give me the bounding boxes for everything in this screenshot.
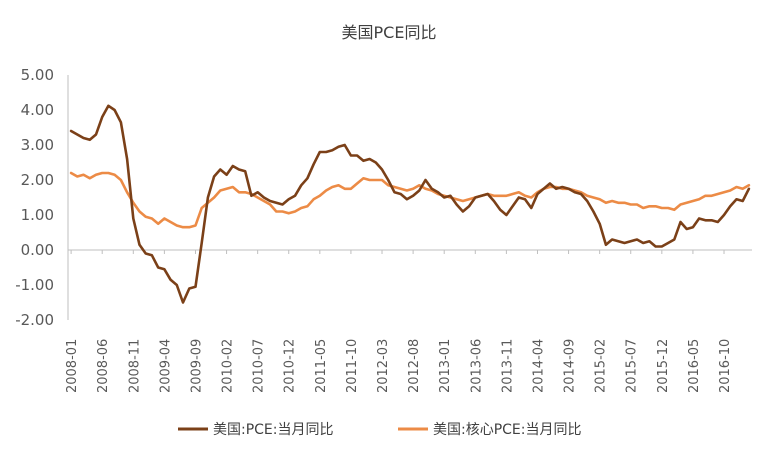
y-tick-label: 3.00 (21, 136, 54, 154)
legend-label: 美国:核心PCE:当月同比 (433, 422, 582, 438)
x-tick-label: 2013-11 (500, 339, 515, 393)
x-tick-label: 2014-04 (531, 339, 546, 393)
x-tick-label: 2013-01 (438, 339, 453, 393)
series-line-core-pce (69, 171, 751, 229)
y-tick-label: -2.00 (15, 311, 54, 329)
x-tick-label: 2012-03 (376, 339, 391, 393)
x-tick-label: 2013-06 (469, 339, 484, 393)
chart-title: 美国PCE同比 (342, 23, 437, 42)
x-tick-label: 2016-05 (687, 339, 702, 393)
x-tick-label: 2010-12 (283, 339, 298, 393)
x-tick-label: 2008-06 (96, 339, 111, 393)
x-tick-label: 2011-05 (314, 339, 329, 393)
series-lines (69, 104, 751, 304)
x-tick-label: 2008-11 (127, 339, 142, 393)
x-tick-label: 2011-10 (345, 339, 360, 393)
y-tick-label: 5.00 (21, 66, 54, 84)
y-tick-label: -1.00 (15, 276, 54, 294)
legend-label: 美国:PCE:当月同比 (213, 422, 334, 438)
x-tick-label: 2010-02 (221, 339, 236, 393)
x-tick-label: 2009-04 (158, 339, 173, 393)
x-axis-ticks: 2008-01 2008-06 2008-11 2009-04 2009-09 2010-… (65, 250, 733, 393)
x-tick-label: 2008-01 (65, 339, 80, 393)
y-tick-label: 1.00 (21, 206, 54, 224)
x-tick-label: 2015-12 (656, 339, 671, 393)
x-tick-label: 2015-02 (594, 339, 609, 393)
x-tick-label: 2015-07 (625, 339, 640, 393)
y-tick-label: 2.00 (21, 171, 54, 189)
x-tick-label: 2016-10 (718, 339, 733, 393)
x-tick-label: 2010-07 (252, 339, 267, 393)
series-line-pce (69, 104, 751, 304)
axes (67, 75, 752, 320)
legend: 美国:PCE:当月同比 美国:核心PCE:当月同比 (178, 422, 582, 438)
y-tick-label: 0.00 (21, 241, 54, 259)
x-tick-label: 2012-08 (407, 339, 422, 393)
x-tick-label: 2009-09 (189, 339, 204, 393)
x-tick-label: 2014-09 (563, 339, 578, 393)
y-tick-label: 4.00 (21, 101, 54, 119)
y-axis-ticks: 5.00 4.00 3.00 2.00 1.00 0.00 -1.00 -2.00 (15, 66, 54, 329)
